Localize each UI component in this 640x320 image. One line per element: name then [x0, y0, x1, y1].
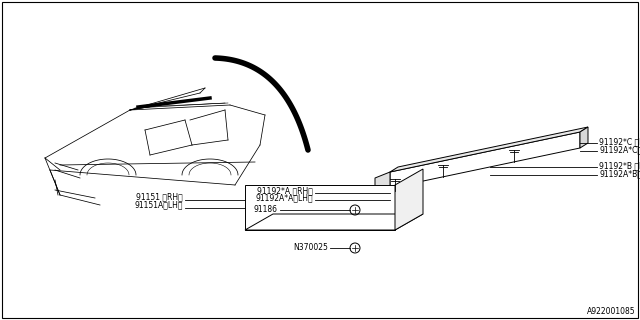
Text: 91151 〈RH〉: 91151 〈RH〉 — [136, 193, 183, 202]
Text: 91192*B 〈RH〉: 91192*B 〈RH〉 — [599, 162, 640, 171]
Polygon shape — [245, 185, 395, 230]
Polygon shape — [375, 172, 390, 191]
Polygon shape — [395, 169, 423, 230]
Polygon shape — [390, 132, 580, 188]
Text: 91192A*B〈LH〉: 91192A*B〈LH〉 — [599, 170, 640, 179]
Polygon shape — [580, 127, 588, 148]
Text: 91151A〈LH〉: 91151A〈LH〉 — [134, 201, 183, 210]
Text: A922001085: A922001085 — [588, 307, 636, 316]
Text: 91192*A 〈RH〉: 91192*A 〈RH〉 — [257, 187, 313, 196]
Text: 91192A*A〈LH〉: 91192A*A〈LH〉 — [255, 194, 313, 203]
Text: 91192A*C〈LH〉: 91192A*C〈LH〉 — [599, 146, 640, 155]
Text: 91186: 91186 — [254, 205, 278, 214]
Polygon shape — [245, 214, 423, 230]
Text: N370025: N370025 — [293, 244, 328, 252]
Polygon shape — [390, 127, 588, 172]
Text: 91192*C 〈RH〉: 91192*C 〈RH〉 — [599, 138, 640, 147]
